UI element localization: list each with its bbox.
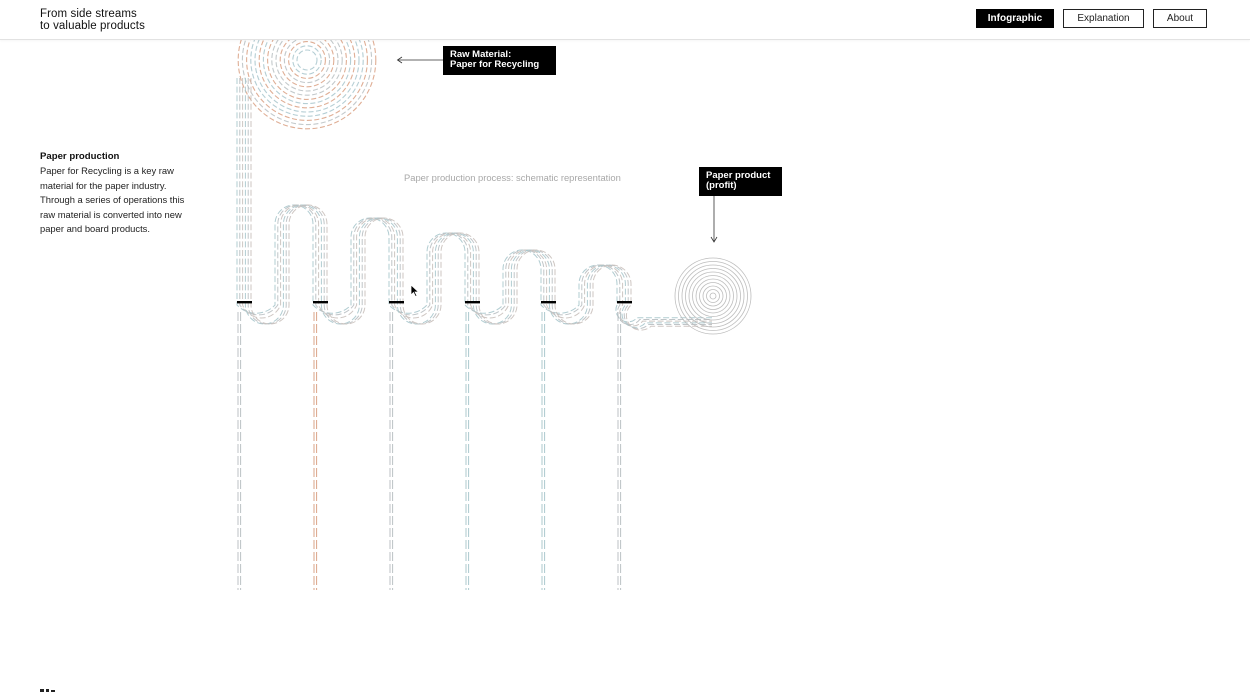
coil-ring [296,49,318,71]
flow-line [244,78,712,328]
stage-marker [237,301,252,304]
roll-ring [706,289,720,303]
roll-ring [678,261,748,331]
section-title: Paper production [40,151,120,162]
coil-ring [292,45,322,75]
flow-line [247,78,712,330]
diagram-caption: Paper production process: schematic repr… [404,172,621,183]
stage-marker [465,301,480,304]
paper-product-label: Paper product (profit) [699,167,782,196]
stage-marker [617,301,632,304]
raw-material-label: Raw Material: Paper for Recycling [443,46,556,75]
side-description: Paper production Paper for Recycling is … [40,150,190,236]
roll-ring [709,292,717,300]
flow-line [239,78,712,326]
coil-ring [267,20,347,100]
roll-ring [685,268,741,324]
roll-ring [692,275,734,317]
brand-line-2: to valuable products [40,19,145,32]
coil-ring [288,41,326,79]
raw-material-label-line-2: Paper for Recycling [450,59,540,70]
main-nav: Infographic Explanation About [976,9,1207,28]
nav-explanation-button[interactable]: Explanation [1063,9,1144,28]
nav-infographic-button[interactable]: Infographic [976,9,1054,28]
roll-ring [699,282,727,310]
flow-line [236,78,712,323]
raw-material-label-line-1: Raw Material: [450,49,512,60]
mouse-pointer-icon [410,284,420,298]
next-section-heading-fragment [40,689,55,692]
roll-ring [681,264,745,328]
raw-material-arrow [396,56,443,64]
coil-ring [258,11,356,109]
coil-ring [241,0,373,126]
roll-ring [674,257,752,335]
coil-ring [283,36,331,84]
paper-product-arrow [710,196,718,243]
roll-ring [688,271,738,321]
site-header: From side streams to valuable products I… [0,0,1250,40]
coil-ring [246,0,368,121]
stage-markers [237,301,632,304]
section-body: Paper for Recycling is a key raw materia… [40,165,185,235]
nav-about-button[interactable]: About [1153,9,1207,28]
stage-marker [541,301,556,304]
roll-ring [695,278,731,314]
stage-marker [313,301,328,304]
brand-line-1: From side streams [40,8,137,20]
roll-ring [702,285,724,307]
side-stream-outlets [237,312,622,590]
production-flow-streams [236,78,712,331]
paper-product-label-line-2: (profit) [706,180,737,191]
flow-line [250,78,712,331]
brand-logo-text[interactable]: From side streams to valuable products [40,8,145,32]
paper-product-label-line-1: Paper product [706,170,771,181]
coil-ring [279,32,335,88]
paper-product-roll [674,257,752,335]
stage-marker [389,301,404,304]
coil-ring [237,0,377,130]
